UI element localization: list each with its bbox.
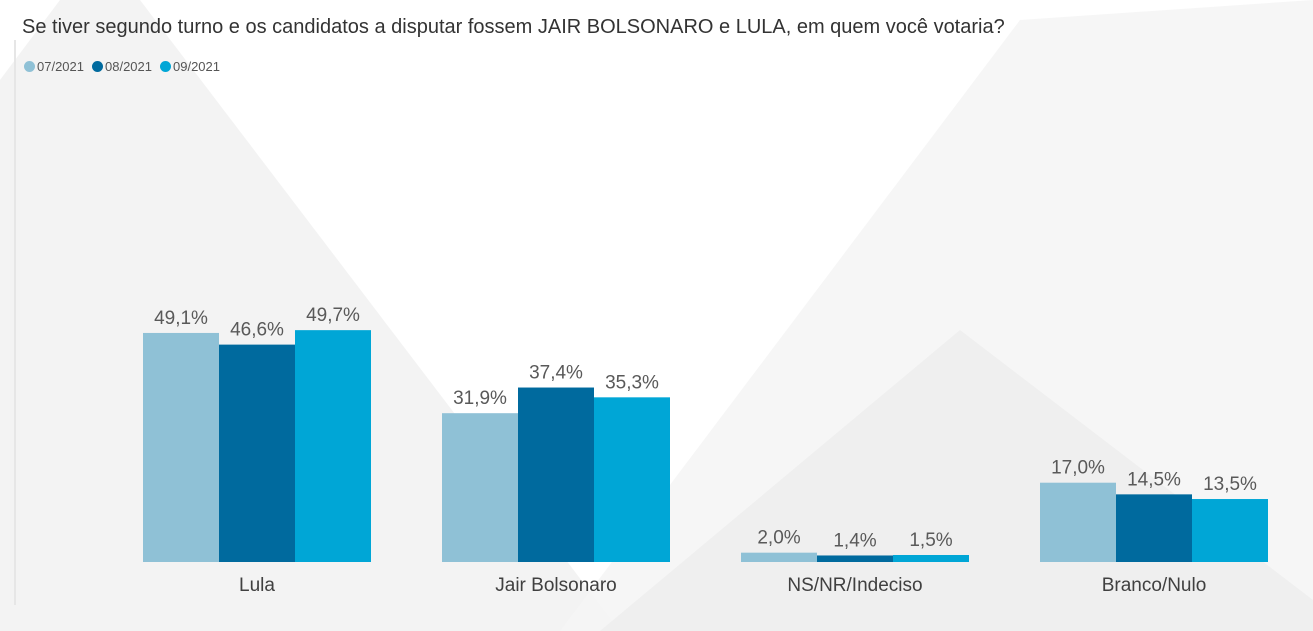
data-label: 13,5% — [1203, 474, 1257, 495]
bar-07-2021-1 — [442, 413, 518, 562]
legend-dot-icon — [24, 61, 35, 72]
data-label: 1,5% — [909, 530, 952, 551]
data-label: 35,3% — [605, 372, 659, 393]
data-label: 49,7% — [306, 305, 360, 326]
legend-item[interactable]: 07/2021 — [24, 59, 84, 74]
legend-item[interactable]: 08/2021 — [92, 59, 152, 74]
bar-07-2021-2 — [741, 552, 817, 562]
legend-dot-icon — [92, 61, 103, 72]
bar-08-2021-1 — [518, 387, 594, 562]
data-label: 14,5% — [1127, 469, 1181, 490]
bar-09-2021-1 — [594, 397, 670, 562]
data-label: 17,0% — [1051, 458, 1105, 479]
category-label: Jair Bolsonaro — [495, 575, 616, 596]
data-label: 2,0% — [757, 528, 800, 549]
category-label: NS/NR/Indeciso — [787, 575, 922, 596]
bar-09-2021-2 — [893, 555, 969, 562]
chart-title: Se tiver segundo turno e os candidatos a… — [22, 16, 1005, 38]
bar-08-2021-3 — [1116, 494, 1192, 562]
legend-label: 08/2021 — [105, 59, 152, 74]
bar-09-2021-3 — [1192, 499, 1268, 562]
legend-label: 09/2021 — [173, 59, 220, 74]
bar-08-2021-2 — [817, 555, 893, 562]
legend-dot-icon — [160, 61, 171, 72]
data-label: 1,4% — [833, 530, 876, 551]
category-label: Lula — [239, 575, 275, 596]
left-divider — [14, 40, 16, 605]
legend-label: 07/2021 — [37, 59, 84, 74]
data-label: 46,6% — [230, 320, 284, 341]
legend-item[interactable]: 09/2021 — [160, 59, 220, 74]
bar-09-2021-0 — [295, 330, 371, 562]
bar-08-2021-0 — [219, 344, 295, 562]
data-label: 49,1% — [154, 308, 208, 329]
bar-07-2021-0 — [143, 332, 219, 562]
category-label: Branco/Nulo — [1102, 575, 1207, 596]
data-label: 37,4% — [529, 363, 583, 384]
bar-07-2021-3 — [1040, 482, 1116, 562]
data-label: 31,9% — [453, 388, 507, 409]
legend: 07/2021 08/2021 09/2021 — [24, 59, 220, 74]
